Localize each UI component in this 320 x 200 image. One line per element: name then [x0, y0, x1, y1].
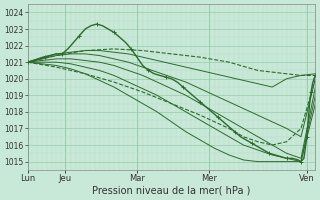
X-axis label: Pression niveau de la mer( hPa ): Pression niveau de la mer( hPa ) [92, 186, 251, 196]
